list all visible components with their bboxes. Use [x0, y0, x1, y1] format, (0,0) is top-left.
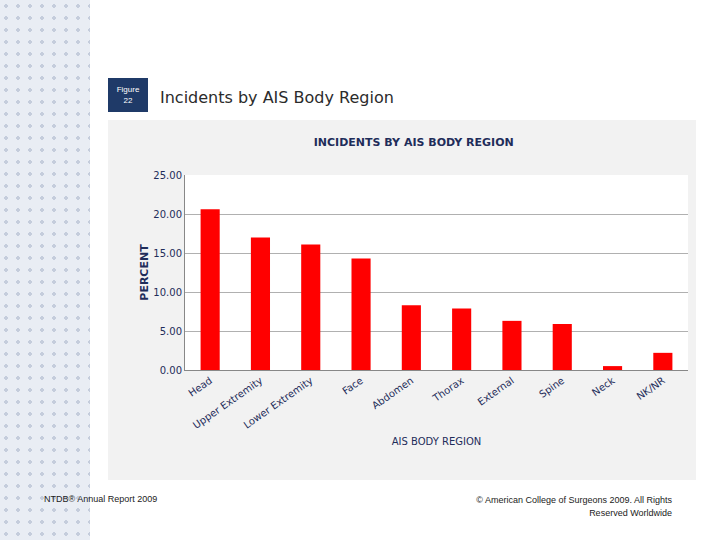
svg-text:Abdomen: Abdomen [370, 375, 416, 411]
svg-text:25.00: 25.00 [153, 170, 182, 181]
svg-text:15.00: 15.00 [153, 248, 182, 259]
svg-text:NK/NR: NK/NR [634, 375, 666, 402]
svg-text:PERCENT: PERCENT [138, 244, 151, 301]
svg-text:10.00: 10.00 [153, 287, 182, 298]
svg-text:Thorax: Thorax [430, 375, 466, 405]
html-text:22: 22 [123, 96, 133, 105]
svg-text:20.00: 20.00 [153, 209, 182, 220]
svg-text:Spine: Spine [537, 375, 566, 400]
svg-text:Head: Head [186, 375, 214, 399]
svg-text:0.00: 0.00 [160, 365, 182, 376]
svg-text:Lower Extremity: Lower Extremity [242, 375, 315, 431]
svg-text:Upper Extremity: Upper Extremity [191, 375, 265, 431]
svg-text:5.00: 5.00 [160, 326, 182, 337]
html-text:© American College of Surgeons: © American College of Surgeons 2009. All… [476, 495, 672, 518]
svg-text:External: External [476, 375, 516, 408]
svg-text:Face: Face [340, 375, 365, 397]
svg-text:AIS BODY REGION: AIS BODY REGION [392, 436, 482, 447]
svg-text:Neck: Neck [590, 375, 617, 398]
svg-text:INCIDENTS BY AIS BODY REGION: INCIDENTS BY AIS BODY REGION [314, 136, 514, 149]
html-text:NTDB® Annual Report 2009: NTDB® Annual Report 2009 [44, 494, 158, 504]
html-text:Incidents by AIS Body Region: Incidents by AIS Body Region [160, 88, 394, 107]
html-text:Figure: Figure [116, 85, 140, 94]
